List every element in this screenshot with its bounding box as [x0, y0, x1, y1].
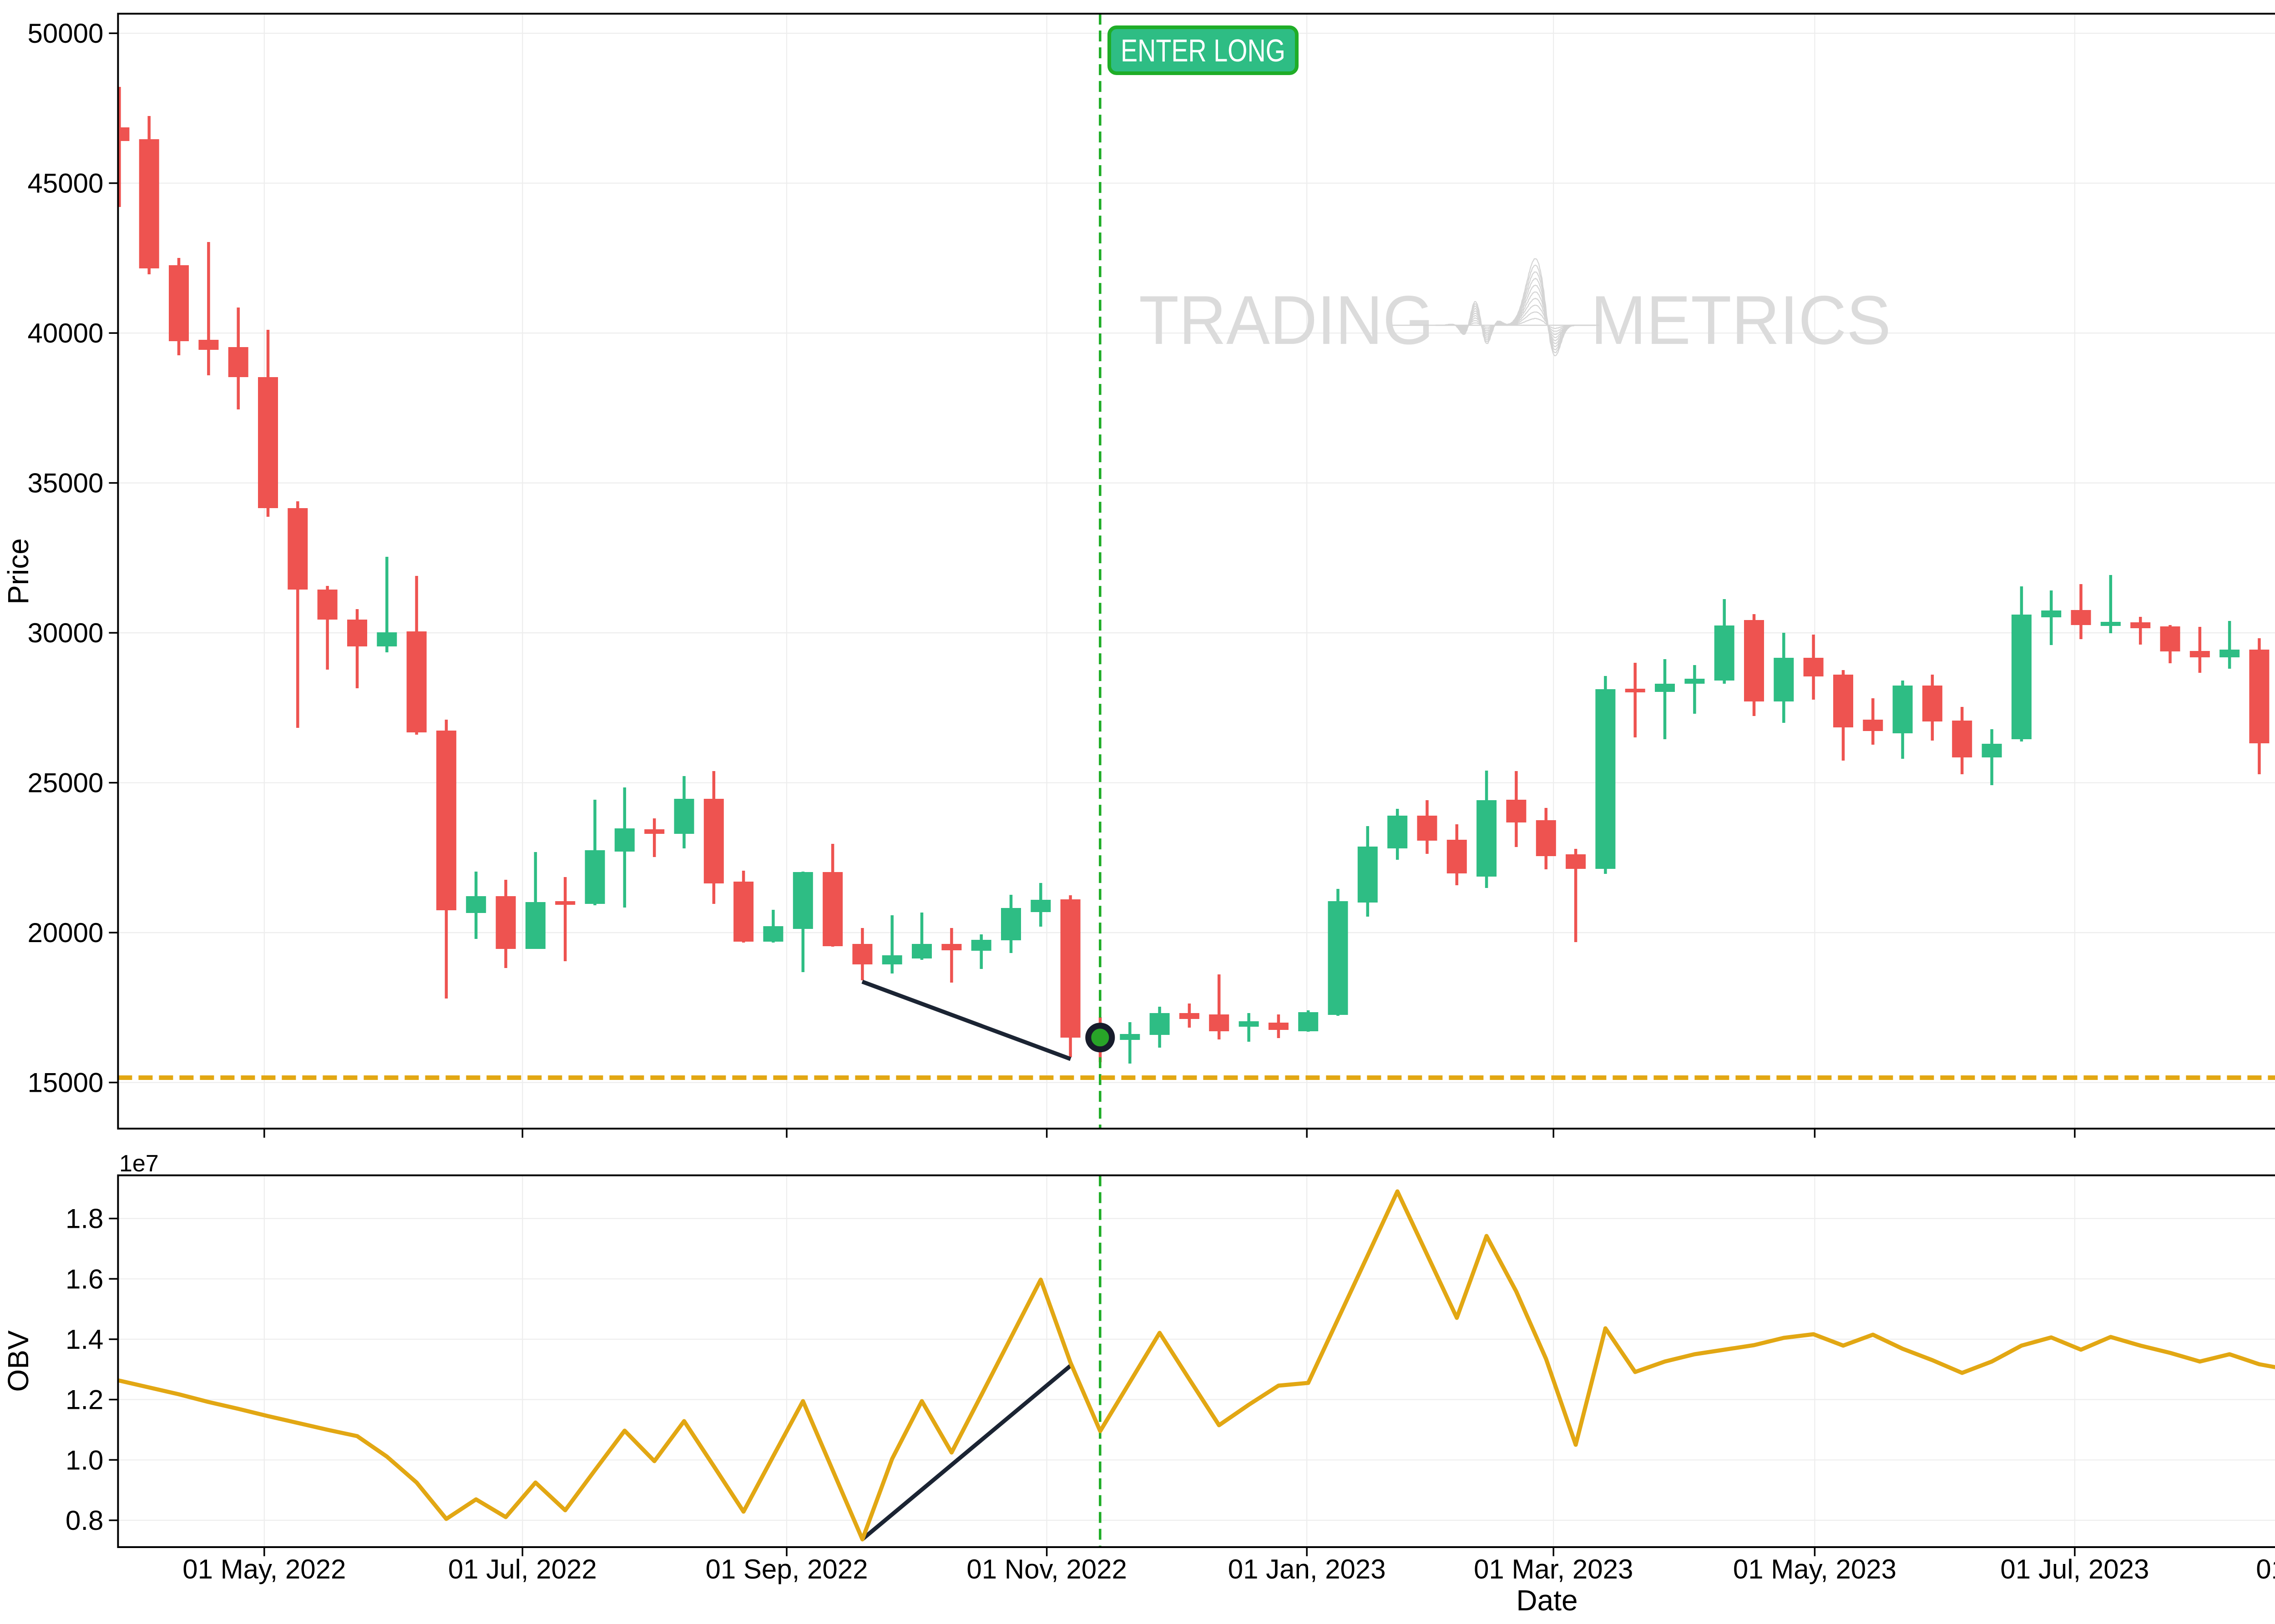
- svg-text:50000: 50000: [28, 18, 104, 49]
- svg-text:01 Sep, 2022: 01 Sep, 2022: [706, 1554, 868, 1584]
- svg-text:1e7: 1e7: [119, 1150, 159, 1177]
- svg-text:0.8: 0.8: [66, 1505, 103, 1536]
- svg-text:1.4: 1.4: [66, 1324, 103, 1355]
- svg-text:30000: 30000: [28, 618, 104, 648]
- svg-text:35000: 35000: [28, 468, 104, 499]
- svg-text:ENTER LONG: ENTER LONG: [1121, 33, 1285, 68]
- svg-text:1.6: 1.6: [66, 1264, 103, 1294]
- svg-text:01 Mar, 2023: 01 Mar, 2023: [1474, 1554, 1633, 1584]
- svg-text:25000: 25000: [28, 768, 104, 798]
- svg-text:1.2: 1.2: [66, 1385, 103, 1415]
- svg-text:01 May, 2023: 01 May, 2023: [1733, 1554, 1896, 1584]
- svg-text:45000: 45000: [28, 168, 104, 199]
- svg-text:01 Nov, 2022: 01 Nov, 2022: [966, 1554, 1127, 1584]
- svg-text:01 Jul, 2022: 01 Jul, 2022: [448, 1554, 597, 1584]
- svg-text:01 May, 2022: 01 May, 2022: [182, 1554, 346, 1584]
- svg-text:01 Jan, 2023: 01 Jan, 2023: [1228, 1554, 1386, 1584]
- svg-text:TRADING: TRADING: [1139, 282, 1434, 359]
- svg-text:METRICS: METRICS: [1591, 282, 1891, 359]
- svg-text:20000: 20000: [28, 918, 104, 948]
- svg-text:1.8: 1.8: [66, 1204, 103, 1234]
- svg-text:OBV: OBV: [2, 1330, 35, 1392]
- svg-text:Date: Date: [1516, 1584, 1577, 1617]
- svg-text:15000: 15000: [28, 1068, 104, 1098]
- svg-text:1.0: 1.0: [66, 1445, 103, 1475]
- svg-text:01 Jul, 2023: 01 Jul, 2023: [2000, 1554, 2149, 1584]
- svg-text:01 Sep, 2023: 01 Sep, 2023: [2256, 1554, 2275, 1584]
- svg-text:40000: 40000: [28, 318, 104, 348]
- svg-text:Price: Price: [2, 538, 35, 605]
